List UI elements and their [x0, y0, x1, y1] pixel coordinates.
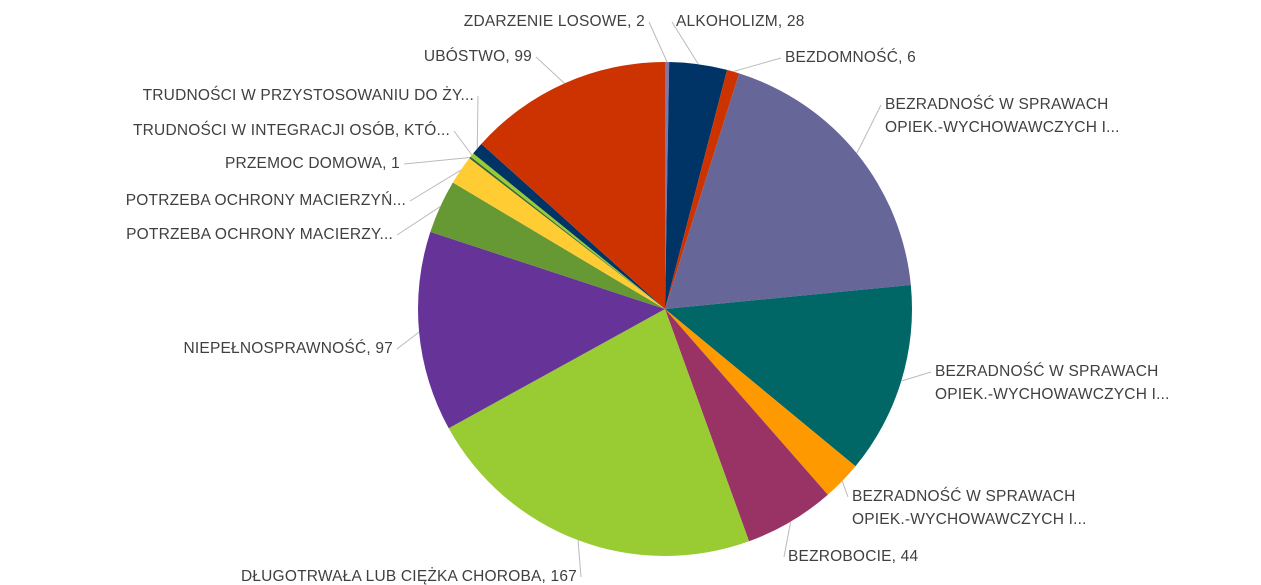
pie-slice	[448, 309, 750, 556]
data-label-line: BEZROBOCIE, 44	[788, 548, 918, 565]
pie-slice	[665, 284, 912, 467]
data-label-line: BEZRADNOŚĆ W SPRAWACH	[885, 95, 1109, 113]
pie-slice	[665, 309, 828, 542]
data-label: BEZRADNOŚĆ W SPRAWACH OPIEK.-WYCHOWAWCZYC…	[935, 362, 1170, 403]
data-label: UBÓSTWO, 99	[424, 48, 532, 65]
pie-slice	[418, 231, 665, 429]
pie-slice	[481, 62, 665, 309]
pie-slice	[665, 69, 740, 310]
leader-line	[396, 206, 441, 236]
pie-slice	[452, 158, 665, 309]
data-label-line: NIEPEŁNOSPRAWNOŚĆ, 97	[184, 339, 393, 357]
leader-line	[648, 21, 668, 63]
leader-line	[453, 130, 473, 156]
data-label: ZDARZENIE LOSOWE, 2	[464, 13, 645, 30]
leader-line	[396, 331, 420, 350]
data-label-line: POTRZEBA OCHRONY MACIERZYŃ...	[126, 192, 406, 209]
data-label-line: PRZEMOC DOMOWA, 1	[225, 155, 400, 172]
pie-slice	[430, 182, 665, 309]
leader-line	[535, 56, 565, 84]
pie-slice	[665, 62, 728, 309]
data-label-line: DŁUGOTRWAŁA LUB CIĘŻKA CHOROBA, 167	[241, 567, 577, 585]
data-label: TRUDNOŚCI W INTEGRACJI OSÓB, KTÓ...	[133, 121, 450, 139]
data-label-line: POTRZEBA OCHRONY MACIERZY...	[126, 226, 393, 243]
data-label-line: UBÓSTWO, 99	[424, 48, 532, 65]
data-label: BEZROBOCIE, 44	[788, 548, 918, 565]
leader-line	[901, 371, 932, 382]
data-label: TRUDNOŚCI W PRZYSTOSOWANIU DO ŻY...	[143, 86, 474, 104]
data-label-line: TRUDNOŚCI W INTEGRACJI OSÓB, KTÓ...	[133, 121, 450, 139]
leader-line	[783, 521, 792, 558]
leader-line	[476, 95, 479, 149]
pie-slice	[469, 156, 665, 309]
pie-slice	[473, 143, 665, 309]
pie-slice	[665, 62, 670, 309]
data-label-line: OPIEK.-WYCHOWAWCZYCH I...	[852, 511, 1087, 528]
leader-line	[732, 57, 782, 73]
data-label: DŁUGOTRWAŁA LUB CIĘŻKA CHOROBA, 167	[241, 567, 577, 585]
leader-line	[841, 480, 849, 498]
pie-slice	[665, 309, 856, 495]
data-label: PRZEMOC DOMOWA, 1	[225, 155, 400, 172]
leader-line	[671, 21, 699, 65]
data-label: POTRZEBA OCHRONY MACIERZY...	[126, 226, 393, 243]
data-label-line: TRUDNOŚCI W PRZYSTOSOWANIU DO ŻY...	[143, 86, 474, 104]
data-label: NIEPEŁNOSPRAWNOŚĆ, 97	[184, 339, 393, 357]
slices	[418, 62, 912, 556]
data-label-line: BEZDOMNOŚĆ, 6	[785, 48, 916, 66]
data-label-line: ALKOHOLIZM, 28	[676, 13, 805, 30]
data-label: POTRZEBA OCHRONY MACIERZYŃ...	[126, 192, 406, 209]
data-label: BEZRADNOŚĆ W SPRAWACH OPIEK.-WYCHOWAWCZYC…	[885, 95, 1120, 136]
pie-slice	[470, 153, 665, 309]
data-label-line: OPIEK.-WYCHOWAWCZYCH I...	[885, 119, 1120, 136]
leader-line	[409, 169, 461, 202]
leader-line	[856, 104, 882, 154]
leader-line	[403, 156, 470, 165]
data-label-line: ZDARZENIE LOSOWE, 2	[464, 13, 645, 30]
pie-slice	[665, 73, 911, 309]
labels: ZDARZENIE LOSOWE, 2 ALKOHOLIZM, 28 BEZDOMN…	[126, 13, 1170, 585]
data-label: ALKOHOLIZM, 28	[676, 13, 805, 30]
data-label-line: BEZRADNOŚĆ W SPRAWACH	[935, 362, 1159, 380]
data-label-line: OPIEK.-WYCHOWAWCZYCH I...	[935, 386, 1170, 403]
data-label-line: BEZRADNOŚĆ W SPRAWACH	[852, 487, 1076, 505]
data-label: BEZDOMNOŚĆ, 6	[785, 48, 916, 66]
leader-line	[577, 540, 582, 578]
data-label: BEZRADNOŚĆ W SPRAWACH OPIEK.-WYCHOWAWCZYC…	[852, 487, 1087, 528]
